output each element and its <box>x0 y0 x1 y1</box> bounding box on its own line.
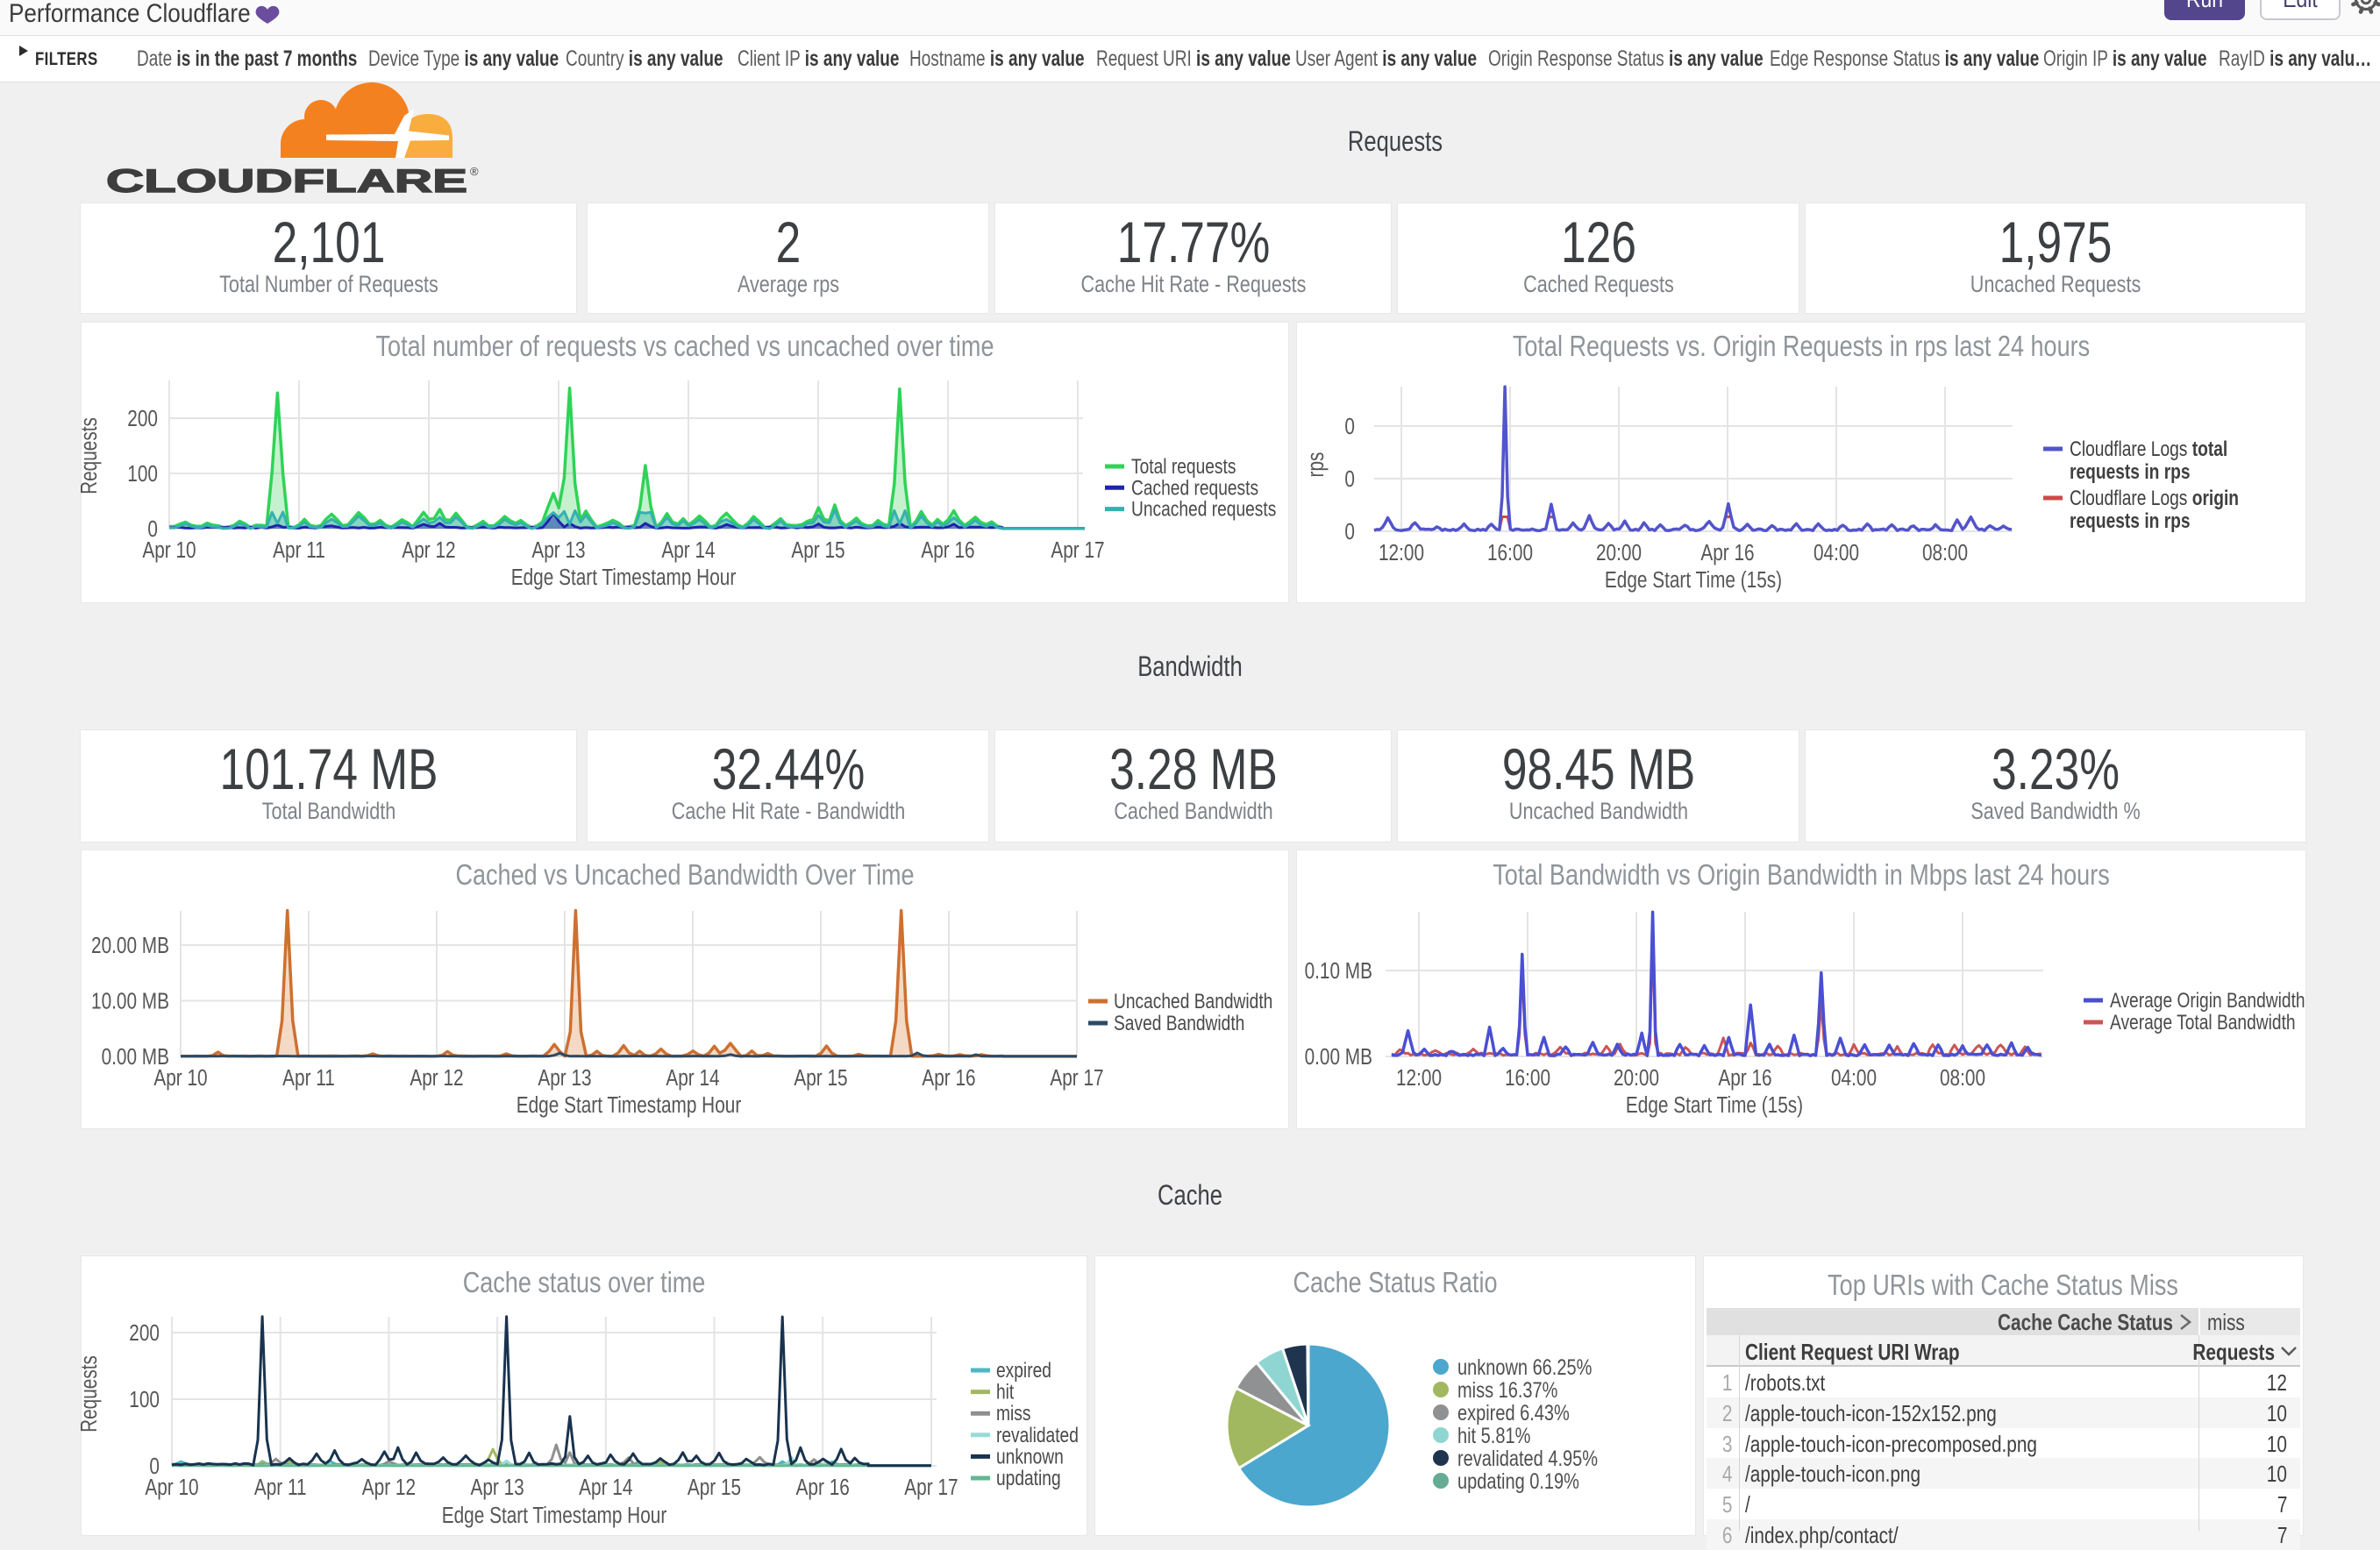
svg-text:Apr 15: Apr 15 <box>791 537 844 563</box>
svg-text:Uncached requests: Uncached requests <box>1131 497 1276 522</box>
svg-text:expired: expired <box>996 1358 1051 1383</box>
svg-text:0.00 MB: 0.00 MB <box>102 1044 169 1070</box>
svg-text:Apr 13: Apr 13 <box>531 537 585 563</box>
svg-text:200: 200 <box>127 406 158 431</box>
svg-text:Apr 14: Apr 14 <box>661 537 715 563</box>
svg-text:0: 0 <box>1344 414 1355 439</box>
svg-text:Total requests: Total requests <box>1131 454 1236 479</box>
svg-text:unknown 66.25%: unknown 66.25% <box>1457 1355 1592 1380</box>
svg-text:miss: miss <box>996 1401 1031 1426</box>
svg-text:hit: hit <box>996 1380 1014 1404</box>
svg-text:Cloudflare Logs total: Cloudflare Logs total <box>2070 437 2227 461</box>
svg-text:unknown: unknown <box>996 1444 1064 1468</box>
svg-text:Apr 16: Apr 16 <box>922 1065 975 1091</box>
svg-text:Average Total Bandwidth: Average Total Bandwidth <box>2110 1010 2296 1035</box>
svg-text:®: ® <box>470 165 479 178</box>
svg-text:Apr 16: Apr 16 <box>1718 1065 1771 1091</box>
svg-text:Top URIs with Cache Status Mis: Top URIs with Cache Status Miss <box>1828 1270 2178 1302</box>
svg-text:Uncached Bandwidth: Uncached Bandwidth <box>1114 989 1272 1013</box>
svg-text:CLOUDFLARE: CLOUDFLARE <box>106 163 467 199</box>
svg-text:Apr 11: Apr 11 <box>273 537 325 563</box>
svg-text:Apr 17: Apr 17 <box>1051 537 1104 563</box>
svg-text:updating 0.19%: updating 0.19% <box>1457 1469 1579 1494</box>
svg-text:100: 100 <box>129 1387 160 1412</box>
svg-text:Total Requests vs. Origin Requ: Total Requests vs. Origin Requests in rp… <box>1513 331 2090 363</box>
svg-text:10.00 MB: 10.00 MB <box>91 988 169 1013</box>
svg-text:Apr 12: Apr 12 <box>362 1475 416 1500</box>
svg-text:miss 16.37%: miss 16.37% <box>1457 1378 1557 1403</box>
svg-text:requests in rps: requests in rps <box>2070 508 2191 533</box>
svg-text:20:00: 20:00 <box>1596 540 1642 565</box>
svg-text:12:00: 12:00 <box>1379 540 1424 565</box>
svg-text:Apr 15: Apr 15 <box>794 1065 847 1091</box>
svg-text:hit 5.81%: hit 5.81% <box>1457 1424 1530 1448</box>
svg-text:Saved Bandwidth: Saved Bandwidth <box>1114 1011 1244 1035</box>
svg-text:Total number of requests vs ca: Total number of requests vs cached vs un… <box>376 331 994 363</box>
svg-text:Cache status over time: Cache status over time <box>463 1268 706 1299</box>
svg-text:Total Bandwidth vs Origin Band: Total Bandwidth vs Origin Bandwidth in M… <box>1493 860 2109 892</box>
svg-text:Edge Start Time (15s): Edge Start Time (15s) <box>1605 567 1782 593</box>
svg-text:08:00: 08:00 <box>1922 540 1968 565</box>
svg-text:16:00: 16:00 <box>1505 1065 1550 1091</box>
svg-text:Apr 16: Apr 16 <box>1700 540 1754 565</box>
svg-text:04:00: 04:00 <box>1814 540 1859 565</box>
svg-text:revalidated: revalidated <box>996 1423 1079 1447</box>
svg-text:Cached vs Uncached Bandwidth O: Cached vs Uncached Bandwidth Over Time <box>455 860 914 892</box>
svg-text:Average Origin Bandwidth: Average Origin Bandwidth <box>2110 988 2305 1013</box>
svg-text:0: 0 <box>1344 466 1355 492</box>
svg-text:200: 200 <box>129 1320 160 1346</box>
svg-text:Apr 10: Apr 10 <box>142 537 196 563</box>
svg-text:revalidated 4.95%: revalidated 4.95% <box>1457 1447 1598 1471</box>
svg-text:Requests: Requests <box>76 1355 102 1433</box>
svg-text:Apr 14: Apr 14 <box>666 1065 719 1091</box>
svg-text:Apr 14: Apr 14 <box>579 1475 632 1500</box>
svg-text:Apr 11: Apr 11 <box>254 1475 307 1500</box>
svg-text:Requests: Requests <box>76 417 102 494</box>
svg-text:0: 0 <box>1344 519 1355 544</box>
svg-text:updating: updating <box>996 1466 1061 1490</box>
svg-text:expired 6.43%: expired 6.43% <box>1457 1401 1570 1426</box>
svg-text:requests in rps: requests in rps <box>2070 459 2191 484</box>
svg-text:Cache Status Ratio: Cache Status Ratio <box>1293 1268 1498 1299</box>
svg-text:12:00: 12:00 <box>1396 1065 1442 1091</box>
svg-text:Apr 13: Apr 13 <box>538 1065 591 1091</box>
svg-text:Apr 12: Apr 12 <box>402 537 455 563</box>
svg-text:Apr 16: Apr 16 <box>796 1475 850 1500</box>
svg-text:Edge Start Timestamp Hour: Edge Start Timestamp Hour <box>517 1092 742 1118</box>
svg-text:0: 0 <box>147 516 158 542</box>
svg-text:0.10 MB: 0.10 MB <box>1305 958 1372 984</box>
svg-text:16:00: 16:00 <box>1487 540 1533 565</box>
svg-text:0.00 MB: 0.00 MB <box>1305 1044 1372 1070</box>
svg-text:Apr 12: Apr 12 <box>410 1065 463 1091</box>
svg-text:04:00: 04:00 <box>1831 1065 1877 1091</box>
svg-text:100: 100 <box>127 461 158 487</box>
svg-text:Apr 11: Apr 11 <box>282 1065 335 1091</box>
svg-text:Apr 10: Apr 10 <box>145 1475 198 1500</box>
svg-text:rps: rps <box>1303 452 1329 478</box>
svg-text:Cached requests: Cached requests <box>1131 475 1258 500</box>
svg-text:20:00: 20:00 <box>1614 1065 1659 1091</box>
svg-text:Edge Start Timestamp Hour: Edge Start Timestamp Hour <box>442 1503 667 1528</box>
svg-text:08:00: 08:00 <box>1940 1065 1985 1091</box>
svg-text:Edge Start Time (15s): Edge Start Time (15s) <box>1626 1092 1803 1118</box>
svg-text:Edge Start Timestamp Hour: Edge Start Timestamp Hour <box>511 565 737 590</box>
svg-text:Apr 13: Apr 13 <box>470 1475 524 1500</box>
svg-text:Apr 10: Apr 10 <box>153 1065 207 1091</box>
svg-text:Apr 17: Apr 17 <box>904 1475 958 1500</box>
svg-text:Apr 17: Apr 17 <box>1050 1065 1103 1091</box>
svg-text:Apr 16: Apr 16 <box>921 537 974 563</box>
svg-text:20.00 MB: 20.00 MB <box>91 933 169 958</box>
svg-text:0: 0 <box>149 1454 160 1479</box>
svg-text:Apr 15: Apr 15 <box>688 1475 741 1500</box>
svg-text:Cloudflare Logs origin: Cloudflare Logs origin <box>2070 486 2239 510</box>
